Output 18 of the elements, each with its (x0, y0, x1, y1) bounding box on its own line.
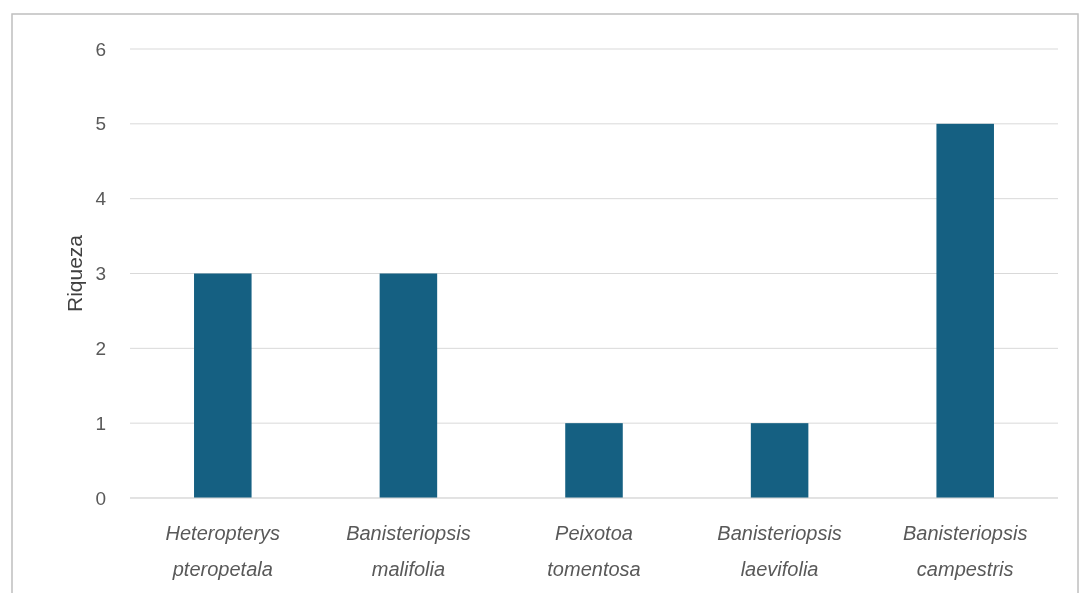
y-tick-label: 0 (95, 487, 106, 509)
y-tick-label: 1 (95, 412, 106, 434)
bar (194, 273, 252, 498)
y-tick-label: 2 (95, 337, 106, 359)
x-tick-label: Banisteriopsis laevifolia (717, 522, 842, 580)
y-axis-title: Riqueza (63, 234, 86, 313)
x-tick-label: Banisteriopsis malifolia (346, 522, 471, 580)
y-tick-label: 3 (95, 263, 106, 285)
x-tick-label: Heteropterys pteropetala (165, 522, 281, 580)
y-tick-label: 5 (95, 113, 106, 135)
bar (936, 123, 994, 498)
bar (379, 273, 438, 498)
x-tick-label: Peixotoa tomentosa (547, 522, 641, 580)
bar (750, 423, 809, 498)
y-tick-label: 4 (95, 188, 107, 210)
bar (565, 423, 623, 498)
y-tick-label: 6 (95, 38, 106, 60)
x-tick-label: Banisteriopsis campestris (902, 522, 1028, 580)
